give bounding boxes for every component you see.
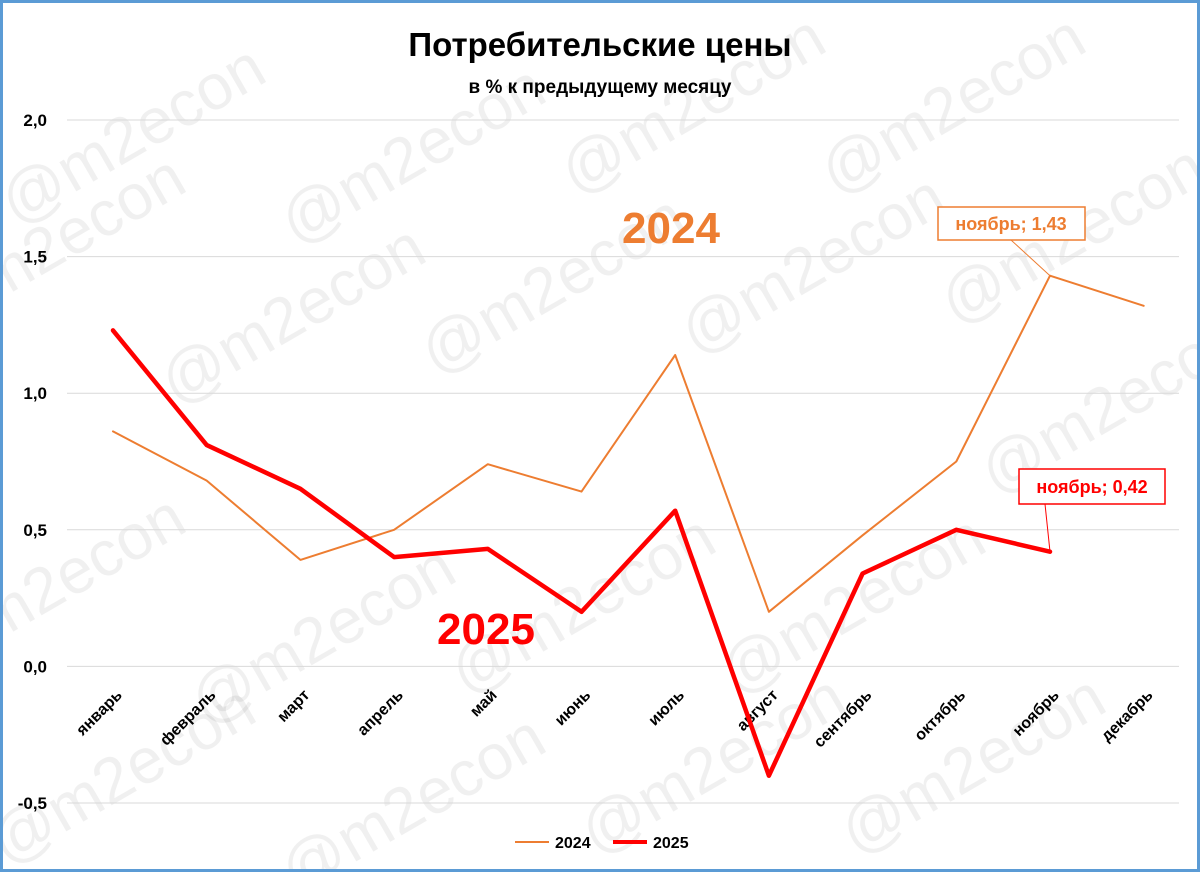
annotation-box-2025 [1018,468,1166,505]
y-axis-ticks: 2,0 1,5 1,0 0,5 0,0 -0,5 [18,111,47,813]
x-tick-label: январь [73,687,126,740]
y-tick-label: 1,5 [23,248,47,267]
watermark-text: @m2econ [567,660,856,869]
watermark-text: @m2econ [3,670,267,869]
watermark-text: @m2econ [147,210,436,419]
chart-title: Потребительские цены [408,26,791,63]
series-layer [110,274,1145,778]
y-tick-label: 1,0 [23,384,47,403]
y-tick-label: -0,5 [18,794,47,813]
y-tick-label: 0,0 [23,657,47,676]
watermark-text: @m2econ [267,700,556,869]
series-label-2024: 2024 [622,204,720,253]
x-tick-label: июль [646,687,689,730]
x-tick-label: апрель [354,687,407,740]
watermark-text: @m2econ [807,3,1096,208]
chart-subtitle: в % к предыдущему месяцу [469,77,732,98]
watermark-layer: @m2econ@m2econ@m2econ@m2econ@m2econ@m2ec… [3,3,1197,869]
series-line-2024 [112,274,1145,613]
annotations-layer: ноябрь; 1,43 ноябрь; 0,42 [937,206,1166,552]
series-label-2025: 2025 [437,605,535,654]
legend: 2024 2025 [515,835,689,852]
x-tick-label: июнь [552,687,595,730]
legend-label-2025: 2025 [653,835,689,852]
annotation-leader-2025 [1044,503,1051,552]
annotation-2025: ноябрь; 0,42 [1036,477,1147,497]
annotation-leader-2024 [1010,239,1051,277]
y-tick-label: 0,5 [23,521,47,540]
watermark-text: @m2econ [667,160,956,369]
y-tick-label: 2,0 [23,111,47,130]
watermark-text: @m2econ [827,660,1116,869]
annotation-2024: ноябрь; 1,43 [955,214,1066,234]
gridlines [67,119,1179,804]
chart-svg: @m2econ@m2econ@m2econ@m2econ@m2econ@m2ec… [3,3,1197,869]
legend-label-2024: 2024 [555,835,591,852]
annotation-box-2024 [937,206,1086,241]
